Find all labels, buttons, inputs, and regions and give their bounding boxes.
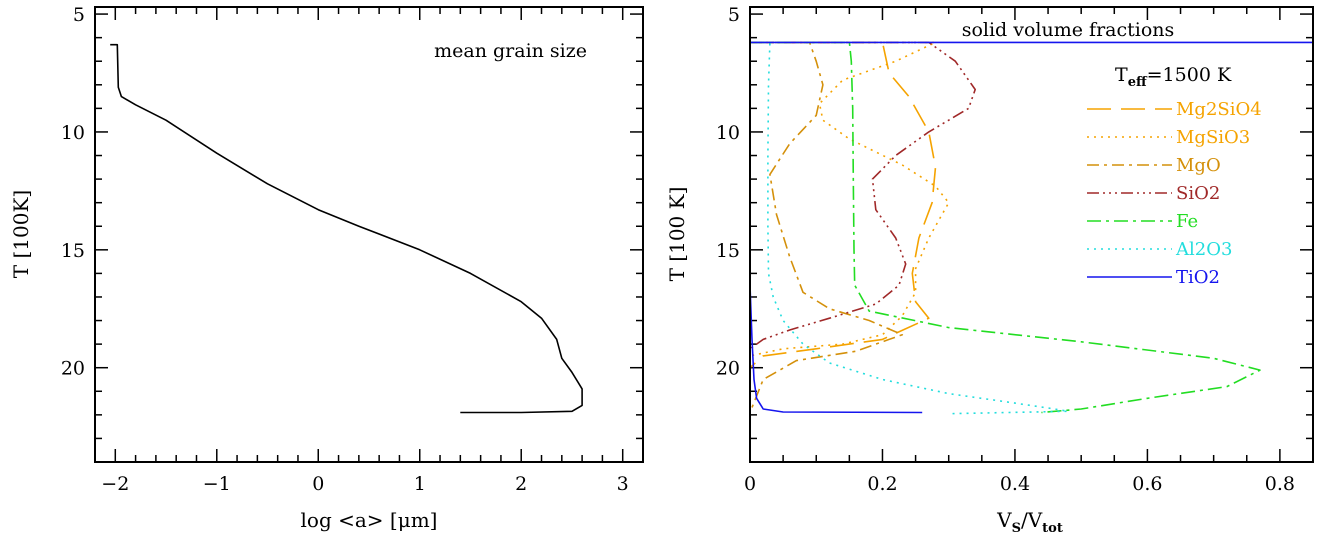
series-line-mg2sio4: [750, 41, 937, 413]
y-axis-title-left: T [100K]: [9, 190, 33, 278]
series-group-left: [110, 43, 583, 414]
legend-label-mgsio3: MgSiO3: [1176, 127, 1250, 148]
xlabel-v: V: [996, 508, 1012, 532]
series-line-mgsio3: [750, 41, 950, 413]
x-tick-label: −2: [101, 473, 129, 495]
x-axis-title-right: VS/Vtot: [996, 508, 1063, 536]
teff-value: =1500 K: [1147, 64, 1232, 86]
annotation-solid-volume-fractions: solid volume fractions: [962, 19, 1175, 41]
tick-labels-left: −2 −1 0 1 2 3 5 10 15 20: [61, 4, 629, 495]
legend-label-mg2sio4: Mg2SiO4: [1176, 99, 1262, 120]
xlabel-sub-s: S: [1012, 521, 1021, 536]
plot-frame-right: [749, 6, 1314, 463]
y-tick-label: 5: [73, 4, 85, 26]
series-line-fe: [750, 41, 1261, 414]
series-line-sio2: [750, 41, 977, 413]
y-axis-title-right: T [100 K]: [665, 187, 689, 282]
y-tick-label: 20: [61, 358, 85, 380]
y-tick-label: 5: [728, 4, 740, 26]
series-line-tio2: [750, 41, 1313, 414]
x-tick-label: 2: [515, 473, 527, 495]
panel-mean-grain-size: −2 −1 0 1 2 3 5 10 15 20 mean grain size log <a> …: [9, 4, 644, 532]
series-line-al2o3: [750, 41, 1069, 415]
xlabel-slash-v: /V: [1021, 508, 1043, 532]
legend-label-sio2: SiO2: [1176, 183, 1220, 204]
legend-label-fe: Fe: [1176, 211, 1198, 232]
y-tick-label: 20: [716, 358, 740, 380]
legend: Mg2SiO4 MgSiO3 MgO SiO2 Fe Al2O3 TiO2: [1087, 99, 1262, 288]
legend-label-tio2: TiO2: [1176, 267, 1220, 288]
teff-subscript: eff: [1128, 75, 1148, 90]
teff-t: T: [1115, 64, 1128, 86]
x-tick-label: 0: [744, 473, 756, 495]
y-tick-label: 15: [61, 240, 85, 262]
x-axis-title-left: log <a> [μm]: [301, 508, 438, 532]
x-tick-label: 0.6: [1132, 473, 1162, 495]
legend-label-mgo: MgO: [1176, 155, 1221, 176]
y-tick-label: 15: [716, 240, 740, 262]
teff-label: Teff=1500 K: [1115, 64, 1232, 90]
ticks-right: [749, 7, 1314, 463]
series-line-mgo: [750, 41, 904, 413]
y-tick-label: 10: [61, 122, 85, 144]
ticks-left: [94, 7, 644, 463]
panel-solid-volume-fractions: 0 0.2 0.4 0.6 0.8 5 10 15 20 solid volume fracti…: [665, 4, 1314, 536]
xlabel-sub-tot: tot: [1042, 521, 1063, 536]
tick-labels-right: 0 0.2 0.4 0.6 0.8 5 10 15 20: [716, 4, 1295, 495]
x-tick-label: 0.2: [867, 473, 897, 495]
annotation-mean-grain-size: mean grain size: [434, 40, 587, 62]
x-tick-label: 1: [414, 473, 426, 495]
legend-label-al2o3: Al2O3: [1175, 239, 1232, 260]
x-tick-label: 3: [617, 473, 629, 495]
series-group-right: [750, 41, 1313, 415]
x-tick-label: −1: [203, 473, 231, 495]
y-tick-label: 10: [716, 122, 740, 144]
x-tick-label: 0: [312, 473, 324, 495]
series-line-grain-size: [110, 43, 583, 414]
x-tick-label: 0.4: [1000, 473, 1030, 495]
x-tick-label: 0.8: [1265, 473, 1295, 495]
plot-frame-left: [94, 6, 644, 463]
